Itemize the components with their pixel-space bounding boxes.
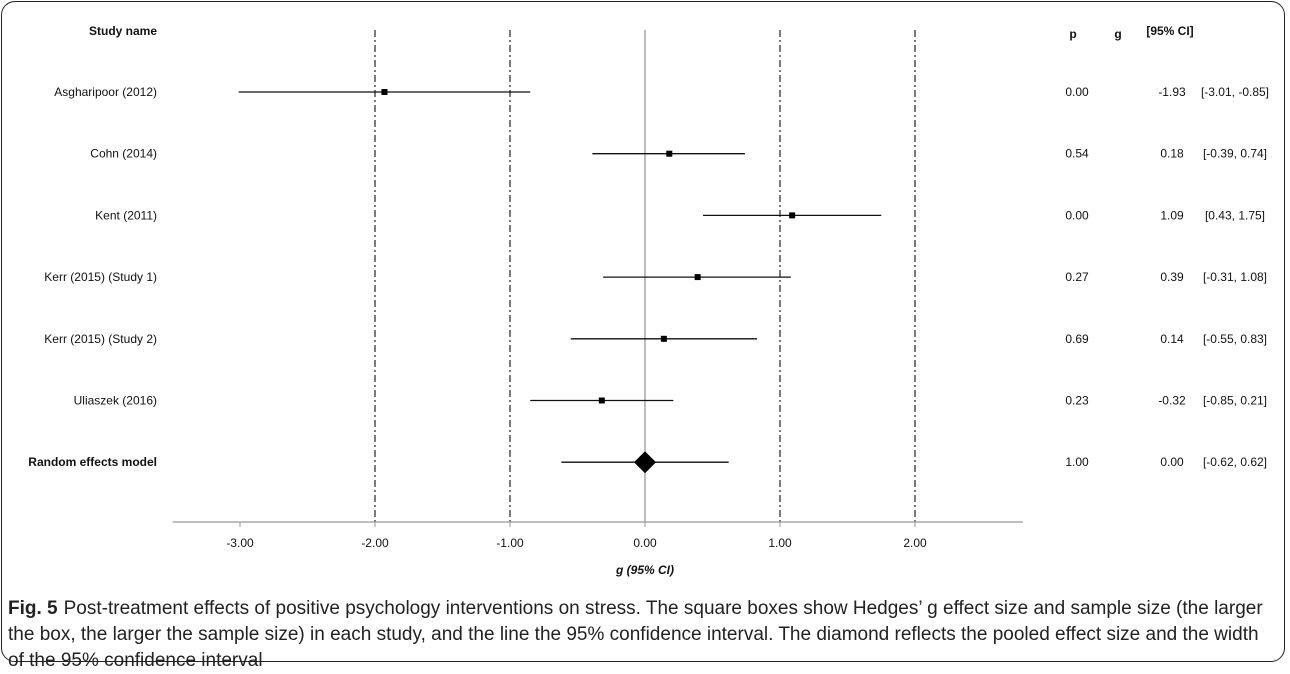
- figure-caption: Fig. 5 Post-treatment effects of positive…: [8, 596, 1278, 674]
- ci-value: [-0.62, 0.62]: [1203, 455, 1267, 469]
- effect-marker: [694, 274, 701, 281]
- p-value: 0.00: [1065, 85, 1089, 99]
- x-tick-label: -3.00: [226, 536, 254, 550]
- g-value: -1.93: [1158, 85, 1186, 99]
- caption-text: Post-treatment effects of positive psych…: [8, 598, 1263, 671]
- header-ci: [95% CI]: [1146, 24, 1193, 38]
- study-label: Uliaszek (2016): [74, 394, 157, 408]
- p-value: 1.00: [1065, 455, 1089, 469]
- effect-marker: [660, 335, 667, 342]
- study-label: Kent (2011): [95, 208, 157, 222]
- effect-marker: [598, 397, 605, 404]
- study-label: Cohn (2014): [90, 147, 157, 161]
- x-tick-label: 0.00: [633, 536, 657, 550]
- p-value: 0.23: [1065, 394, 1089, 408]
- p-value: 0.27: [1065, 270, 1089, 284]
- x-axis-label: g (95% CI): [615, 563, 674, 577]
- header-study-name: Study name: [89, 24, 157, 38]
- g-value: 0.39: [1160, 270, 1184, 284]
- g-value: 0.18: [1160, 147, 1184, 161]
- ci-value: [-3.01, -0.85]: [1201, 85, 1269, 99]
- effect-marker: [666, 150, 673, 157]
- study-label: Kerr (2015) (Study 2): [44, 332, 157, 346]
- caption-label: Fig. 5: [8, 598, 58, 619]
- ci-value: [0.43, 1.75]: [1205, 208, 1265, 222]
- study-label: Kerr (2015) (Study 1): [44, 270, 157, 284]
- pooled-label: Random effects model: [28, 455, 157, 469]
- x-tick-label: 1.00: [768, 536, 792, 550]
- g-value: 0.14: [1160, 332, 1184, 346]
- header-g: g: [1114, 27, 1121, 41]
- figure-frame: [1, 1, 1285, 662]
- g-value: -0.32: [1158, 394, 1186, 408]
- pooled-diamond: [634, 451, 656, 474]
- p-value: 0.00: [1065, 208, 1089, 222]
- x-tick-label: -2.00: [361, 536, 389, 550]
- ci-value: [-0.39, 0.74]: [1203, 147, 1267, 161]
- header-p: p: [1069, 27, 1076, 41]
- g-value: 0.00: [1160, 455, 1184, 469]
- p-value: 0.69: [1065, 332, 1089, 346]
- effect-marker: [381, 89, 388, 95]
- ci-value: [-0.31, 1.08]: [1203, 270, 1267, 284]
- study-label: Asgharipoor (2012): [54, 85, 157, 99]
- effect-marker: [789, 212, 796, 219]
- g-value: 1.09: [1160, 208, 1184, 222]
- forest-plot: -3.00 -2.00 -1.00 0.00 1.00 2.00 g (95% CI) As…: [28, 24, 1269, 577]
- x-tick-label: 2.00: [903, 536, 927, 550]
- x-tick-label: -1.00: [496, 536, 524, 550]
- ci-value: [-0.85, 0.21]: [1203, 394, 1267, 408]
- ci-value: [-0.55, 0.83]: [1203, 332, 1267, 346]
- p-value: 0.54: [1065, 147, 1089, 161]
